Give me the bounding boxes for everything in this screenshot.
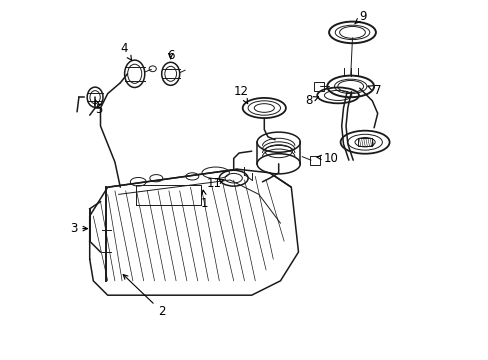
Text: 8: 8 — [305, 94, 318, 107]
Text: 10: 10 — [316, 152, 338, 165]
Text: 6: 6 — [166, 49, 174, 62]
Text: 7: 7 — [367, 84, 381, 96]
Text: 5: 5 — [95, 100, 102, 116]
Text: 2: 2 — [123, 275, 165, 318]
Text: 1: 1 — [201, 190, 208, 210]
Text: 12: 12 — [233, 85, 248, 104]
Text: 9: 9 — [354, 10, 366, 24]
Text: 11: 11 — [206, 177, 224, 190]
Text: 3: 3 — [70, 222, 87, 235]
Text: 4: 4 — [120, 42, 131, 60]
